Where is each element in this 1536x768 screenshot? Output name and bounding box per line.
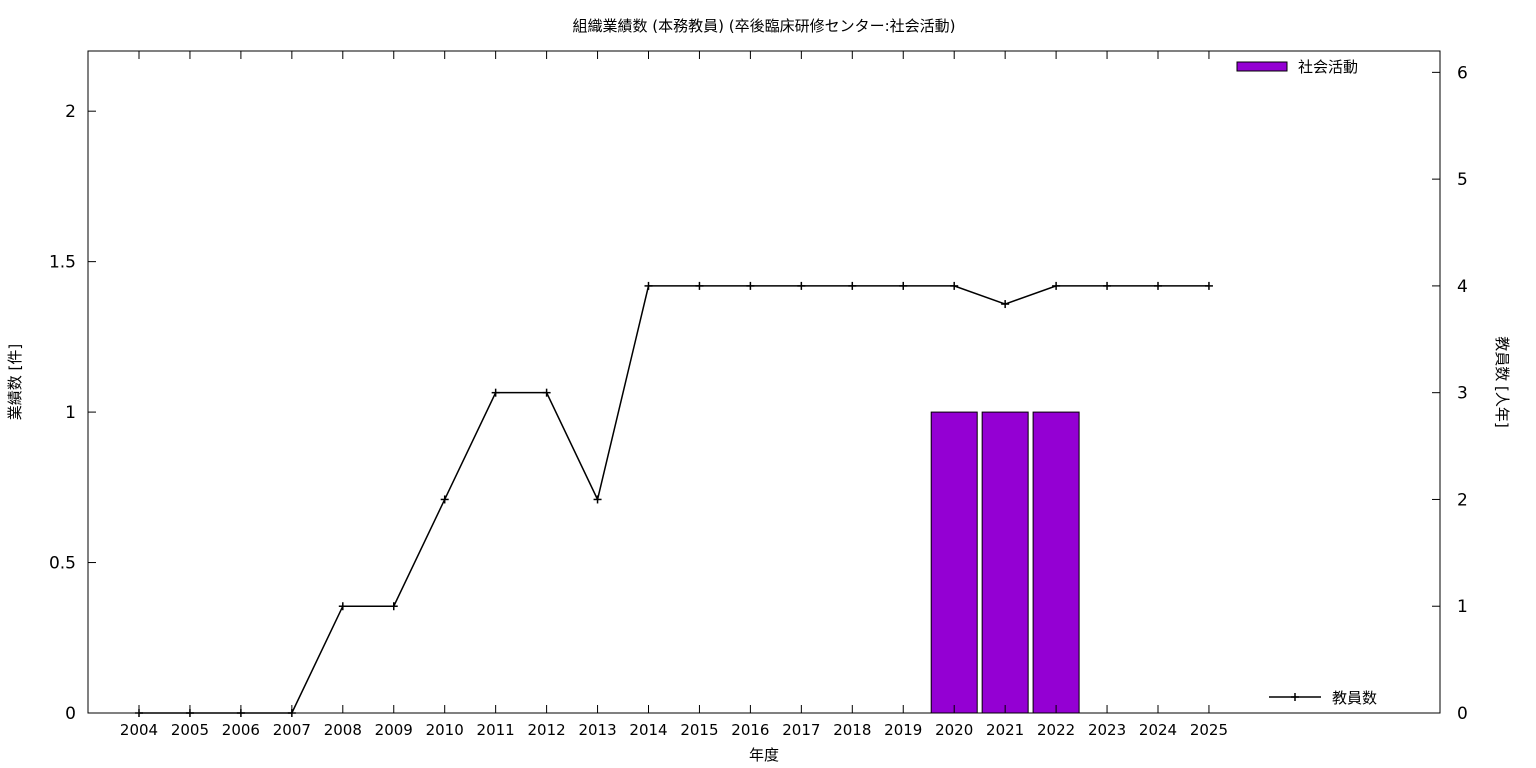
x-tick-label: 2025 bbox=[1190, 721, 1228, 739]
line-point bbox=[542, 388, 551, 397]
x-tick-label: 2019 bbox=[884, 721, 922, 739]
line-point bbox=[1204, 281, 1213, 290]
x-tick-label: 2017 bbox=[782, 721, 820, 739]
x-tick-label: 2007 bbox=[273, 721, 311, 739]
line-point bbox=[950, 281, 959, 290]
line-point bbox=[644, 281, 653, 290]
bars-layer bbox=[930, 411, 1080, 714]
y2-tick-label: 1 bbox=[1457, 597, 1468, 617]
y-tick-label: 0 bbox=[65, 704, 76, 724]
x-tick-label: 2004 bbox=[120, 721, 158, 739]
x-tick-label: 2018 bbox=[833, 721, 871, 739]
x-tick-label: 2009 bbox=[375, 721, 413, 739]
x-tick-label: 2021 bbox=[986, 721, 1024, 739]
y2-tick-label: 3 bbox=[1457, 384, 1468, 404]
plot-frame bbox=[87, 50, 1441, 714]
line-point bbox=[1154, 281, 1162, 290]
y2-tick-label: 4 bbox=[1457, 277, 1468, 297]
y-tick-label: 1 bbox=[65, 403, 76, 423]
x-tick-label: 2022 bbox=[1037, 721, 1075, 739]
bar bbox=[981, 411, 1029, 714]
legend-bar: 社会活動 bbox=[1236, 58, 1358, 76]
x-tick-label: 2024 bbox=[1139, 721, 1177, 739]
y-tick-label: 1.5 bbox=[49, 253, 76, 273]
x-tick-label: 2008 bbox=[324, 721, 362, 739]
y-axis: 0 0.5 1 1.5 2 bbox=[49, 102, 96, 724]
line-point bbox=[491, 388, 500, 397]
y2-tick-label: 6 bbox=[1457, 63, 1468, 83]
x-tick-label: 2013 bbox=[578, 721, 616, 739]
chart-title: 組織業績数 (本務教員) (卒後臨床研修センター:社会活動) bbox=[572, 17, 955, 35]
y2-tick-label: 2 bbox=[1457, 490, 1468, 510]
line-point bbox=[1052, 281, 1061, 290]
x-axis-label: 年度 bbox=[749, 746, 779, 764]
x-tick-label: 2012 bbox=[528, 721, 566, 739]
x-tick-label: 2020 bbox=[935, 721, 973, 739]
x-tick-label: 2010 bbox=[426, 721, 464, 739]
bar bbox=[930, 411, 978, 714]
x-tick-label: 2014 bbox=[629, 721, 667, 739]
legend-bar-swatch bbox=[1236, 61, 1288, 72]
y-tick-label: 0.5 bbox=[49, 554, 76, 574]
line-point bbox=[695, 281, 704, 290]
x-tick-label: 2016 bbox=[731, 721, 769, 739]
y2-tick-label: 0 bbox=[1457, 704, 1468, 724]
y-tick-label: 2 bbox=[65, 102, 76, 122]
legend-line: 教員数 bbox=[1269, 689, 1377, 707]
x-tick-label: 2011 bbox=[477, 721, 515, 739]
x-tick-label: 2006 bbox=[222, 721, 260, 739]
y2-axis: 0 1 2 3 4 5 6 bbox=[1432, 63, 1468, 724]
y2-axis-label: 教員数 [人年] bbox=[1493, 336, 1511, 427]
line-point bbox=[338, 602, 347, 611]
line-point bbox=[593, 495, 602, 504]
legend-bar-label: 社会活動 bbox=[1298, 58, 1358, 76]
x-tick-label: 2015 bbox=[680, 721, 718, 739]
line-point bbox=[440, 495, 449, 504]
line-point bbox=[848, 281, 857, 290]
line-point bbox=[899, 281, 908, 290]
y-axis-label: 業績数 [件] bbox=[6, 344, 24, 420]
x-axis: 2004 2005 2006 2007 2008 2009 2010 2011 2012 2013… bbox=[120, 51, 1228, 739]
line-point bbox=[746, 281, 755, 290]
x-tick-label: 2005 bbox=[171, 721, 209, 739]
line-point bbox=[1103, 281, 1112, 290]
line-point bbox=[797, 281, 806, 290]
line-point bbox=[1001, 300, 1010, 309]
legend-line-label: 教員数 bbox=[1332, 689, 1377, 707]
x-tick-label: 2023 bbox=[1088, 721, 1126, 739]
y2-tick-label: 5 bbox=[1457, 170, 1468, 190]
series-line bbox=[139, 285, 1209, 714]
line-point bbox=[389, 602, 398, 611]
line-layer bbox=[135, 281, 1213, 717]
bar bbox=[1032, 411, 1080, 714]
